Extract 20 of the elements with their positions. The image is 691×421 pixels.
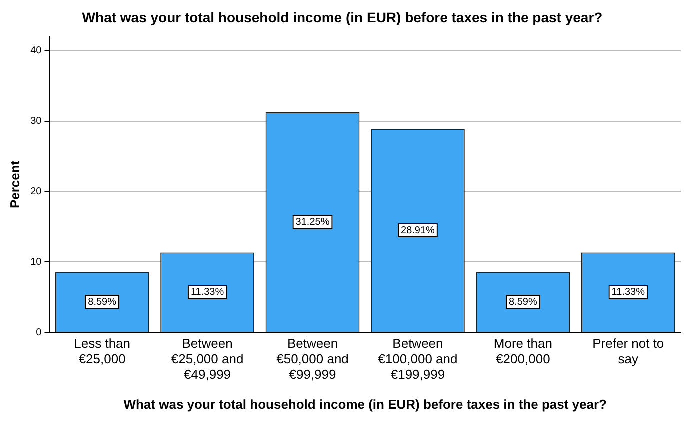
chart-title: What was your total household income (in EUR) before taxes in the past year?	[82, 9, 603, 26]
x-tick-label: Between €50,000 and €99,999	[276, 336, 349, 382]
data-label: 8.59%	[88, 296, 117, 308]
y-tick-label: 10	[30, 256, 42, 268]
y-tick-label: 0	[36, 327, 42, 338]
x-tick-label: More than €200,000	[494, 336, 552, 367]
x-axis-title: What was your total household income (in EUR) before taxes in the past year?	[124, 396, 608, 412]
x-tick-label: Between €25,000 and €49,999	[171, 336, 244, 382]
data-label: 11.33%	[612, 287, 646, 298]
y-tick-label: 30	[30, 116, 42, 128]
y-axis-title: Percent	[7, 160, 22, 209]
x-tick-label: Prefer not to say	[592, 336, 664, 367]
data-label: 28.91%	[401, 225, 436, 236]
y-tick-label: 40	[30, 46, 42, 57]
data-label: 31.25%	[296, 217, 330, 228]
x-tick-label: Between €100,000 and €199,999	[378, 336, 458, 382]
data-label: 11.33%	[190, 287, 224, 298]
x-tick-label: Less than €25,000	[74, 336, 131, 367]
y-tick-label: 20	[30, 186, 42, 198]
data-label: 8.59%	[509, 296, 538, 308]
